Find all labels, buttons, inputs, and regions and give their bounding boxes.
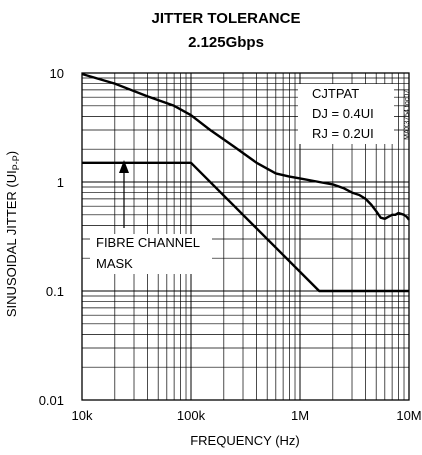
chart-title: JITTER TOLERANCE	[152, 10, 301, 27]
plot-frame	[81, 72, 410, 401]
x-tick-label: 10k	[72, 408, 93, 423]
legend-line-1: CJTPAT	[312, 86, 359, 101]
x-tick-label: 100k	[177, 408, 206, 423]
y-axis-label-close: )	[4, 151, 19, 155]
y-tick-label: 10	[50, 66, 64, 81]
y-tick-label: 0.01	[39, 393, 64, 408]
tick-labels: 10k 100k 1M 10M 10 1 0.1 0.01	[39, 66, 422, 423]
y-axis-label-main: SINUSOIDAL JITTER (UI	[4, 170, 19, 317]
y-axis-label-subscript: P-P	[11, 155, 21, 170]
mask-label-line-2: MASK	[96, 256, 133, 271]
legend-line-2: DJ = 0.4UI	[312, 106, 374, 121]
mask-label-box	[90, 234, 212, 274]
fibre-channel-mask-line	[82, 161, 409, 293]
side-tag: MAX3754 toc07	[404, 90, 411, 140]
mask-arrow-head	[119, 160, 129, 173]
measured-line	[81, 72, 410, 221]
y-tick-label: 1	[57, 175, 64, 190]
mask-label-line-1: FIBRE CHANNEL	[96, 235, 200, 250]
grid	[81, 72, 410, 401]
series-group	[81, 72, 410, 293]
legend-line-3: RJ = 0.2UI	[312, 126, 374, 141]
y-tick-label: 0.1	[46, 284, 64, 299]
legend-box	[298, 84, 394, 144]
y-axis-label: SINUSOIDAL JITTER (UIP-P)	[4, 151, 21, 317]
x-tick-label: 10M	[396, 408, 421, 423]
chart-subtitle: 2.125Gbps	[188, 34, 264, 51]
x-tick-label: 1M	[291, 408, 309, 423]
x-axis-label: FREQUENCY (Hz)	[190, 433, 300, 448]
